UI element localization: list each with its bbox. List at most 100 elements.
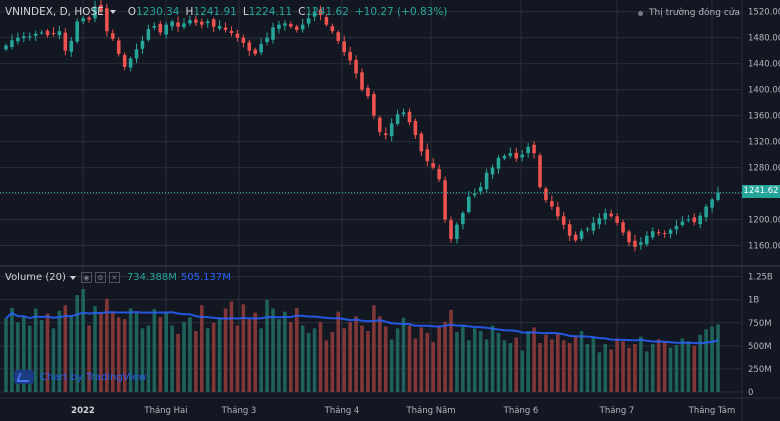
volume-bar xyxy=(27,325,32,392)
chevron-down-icon[interactable] xyxy=(69,275,76,280)
volume-bar xyxy=(294,308,299,392)
candle-body xyxy=(81,18,85,22)
candle-body xyxy=(235,33,240,38)
volume-bar xyxy=(401,317,406,392)
close-icon[interactable]: ✕ xyxy=(108,272,120,283)
status-dot-icon xyxy=(638,10,644,16)
candle-body xyxy=(656,232,661,234)
volume-bar xyxy=(360,325,364,392)
candle-body xyxy=(39,32,44,34)
candle-body xyxy=(502,155,507,159)
volume-bar xyxy=(567,343,572,392)
symbol-header[interactable]: VNINDEX, D, HOSE O 1230.34 H 1241.91 L 1… xyxy=(5,6,453,18)
volume-bar xyxy=(609,349,613,392)
candle-body xyxy=(395,114,400,124)
candle-body xyxy=(425,149,430,162)
candle-body xyxy=(490,167,495,175)
volume-bar xyxy=(300,325,305,392)
low-key: L xyxy=(242,6,249,18)
volume-bar xyxy=(229,301,234,392)
candle-body xyxy=(621,222,625,233)
candle-body xyxy=(431,163,435,168)
candle-body xyxy=(99,4,103,11)
volume-bar xyxy=(603,344,608,392)
candle-body xyxy=(573,234,578,241)
candle-body xyxy=(692,217,697,223)
candle-body xyxy=(229,30,234,34)
volume-bar xyxy=(467,340,471,392)
tradingview-logo-icon xyxy=(14,370,34,384)
volume-bar xyxy=(437,325,441,392)
volume-bar xyxy=(449,309,453,392)
candle-body xyxy=(194,19,198,23)
volume-bar xyxy=(69,316,74,392)
candle-body xyxy=(271,27,275,40)
candle-body xyxy=(336,32,341,41)
volume-bar xyxy=(241,304,246,392)
price-tick-label: 1400.00 xyxy=(748,86,780,96)
volume-bar xyxy=(597,352,602,392)
candle-body xyxy=(259,44,263,53)
candle-body xyxy=(383,133,388,136)
volume-bar xyxy=(10,308,14,392)
candle-body xyxy=(164,24,168,35)
time-tick-label: Tháng Tám xyxy=(688,406,736,416)
chevron-down-icon[interactable] xyxy=(109,10,116,14)
candle-body xyxy=(472,193,477,196)
eye-icon[interactable]: ◉ xyxy=(80,272,92,283)
candle-body xyxy=(158,23,163,33)
volume-bar xyxy=(99,312,103,392)
volume-bar xyxy=(182,321,186,392)
volume-bar xyxy=(33,308,38,392)
volume-bar xyxy=(502,340,507,392)
candle-body xyxy=(378,117,382,132)
volume-bar xyxy=(372,305,376,392)
candle-body xyxy=(342,41,346,52)
candle-body xyxy=(496,157,501,169)
candle-body xyxy=(538,155,542,188)
volume-bar xyxy=(443,321,447,392)
candle-body xyxy=(467,196,471,212)
candle-body xyxy=(354,59,358,74)
candle-body xyxy=(532,144,536,154)
volume-header[interactable]: Volume (20) ◉ ⚙ ✕ 734.388M 505.137M xyxy=(5,272,231,283)
volume-bar xyxy=(561,340,566,392)
candle-body xyxy=(45,30,50,36)
candle-body xyxy=(105,8,109,32)
last-price-tag: 1241.62 xyxy=(742,185,780,198)
volume-bar xyxy=(128,308,133,392)
candle-body xyxy=(289,23,293,27)
volume-bar xyxy=(621,341,625,392)
symbol-label[interactable]: VNINDEX, D, HOSE xyxy=(5,6,104,18)
volume-bar xyxy=(170,325,174,392)
volume-bar xyxy=(140,328,145,392)
candle-body xyxy=(597,218,602,225)
candle-body xyxy=(330,26,335,32)
candle-body xyxy=(704,206,708,218)
volume-bar xyxy=(431,342,435,392)
candle-body xyxy=(360,72,364,90)
candle-body xyxy=(4,45,8,50)
volume-bar xyxy=(639,336,643,392)
settings-icon[interactable]: ⚙ xyxy=(94,272,106,283)
volume-bar xyxy=(573,336,578,392)
time-tick-label: Tháng 6 xyxy=(503,406,539,416)
candle-body xyxy=(372,94,376,116)
volume-bar xyxy=(550,339,554,392)
candle-body xyxy=(419,133,424,152)
candle-body xyxy=(306,18,311,24)
volume-bar xyxy=(312,328,317,392)
volume-label[interactable]: Volume (20) xyxy=(5,272,66,283)
candle-body xyxy=(645,235,649,245)
tradingview-branding[interactable]: Chart by TradingView xyxy=(14,370,147,384)
volume-bar xyxy=(407,325,412,392)
volume-bar xyxy=(164,312,168,392)
price-tick-label: 1280.00 xyxy=(748,164,780,174)
volume-bar xyxy=(680,338,685,392)
volume-bar xyxy=(87,325,91,392)
volume-bar xyxy=(75,295,79,392)
candle-body xyxy=(111,33,115,39)
volume-bar xyxy=(455,332,459,392)
candle-body xyxy=(449,220,453,240)
